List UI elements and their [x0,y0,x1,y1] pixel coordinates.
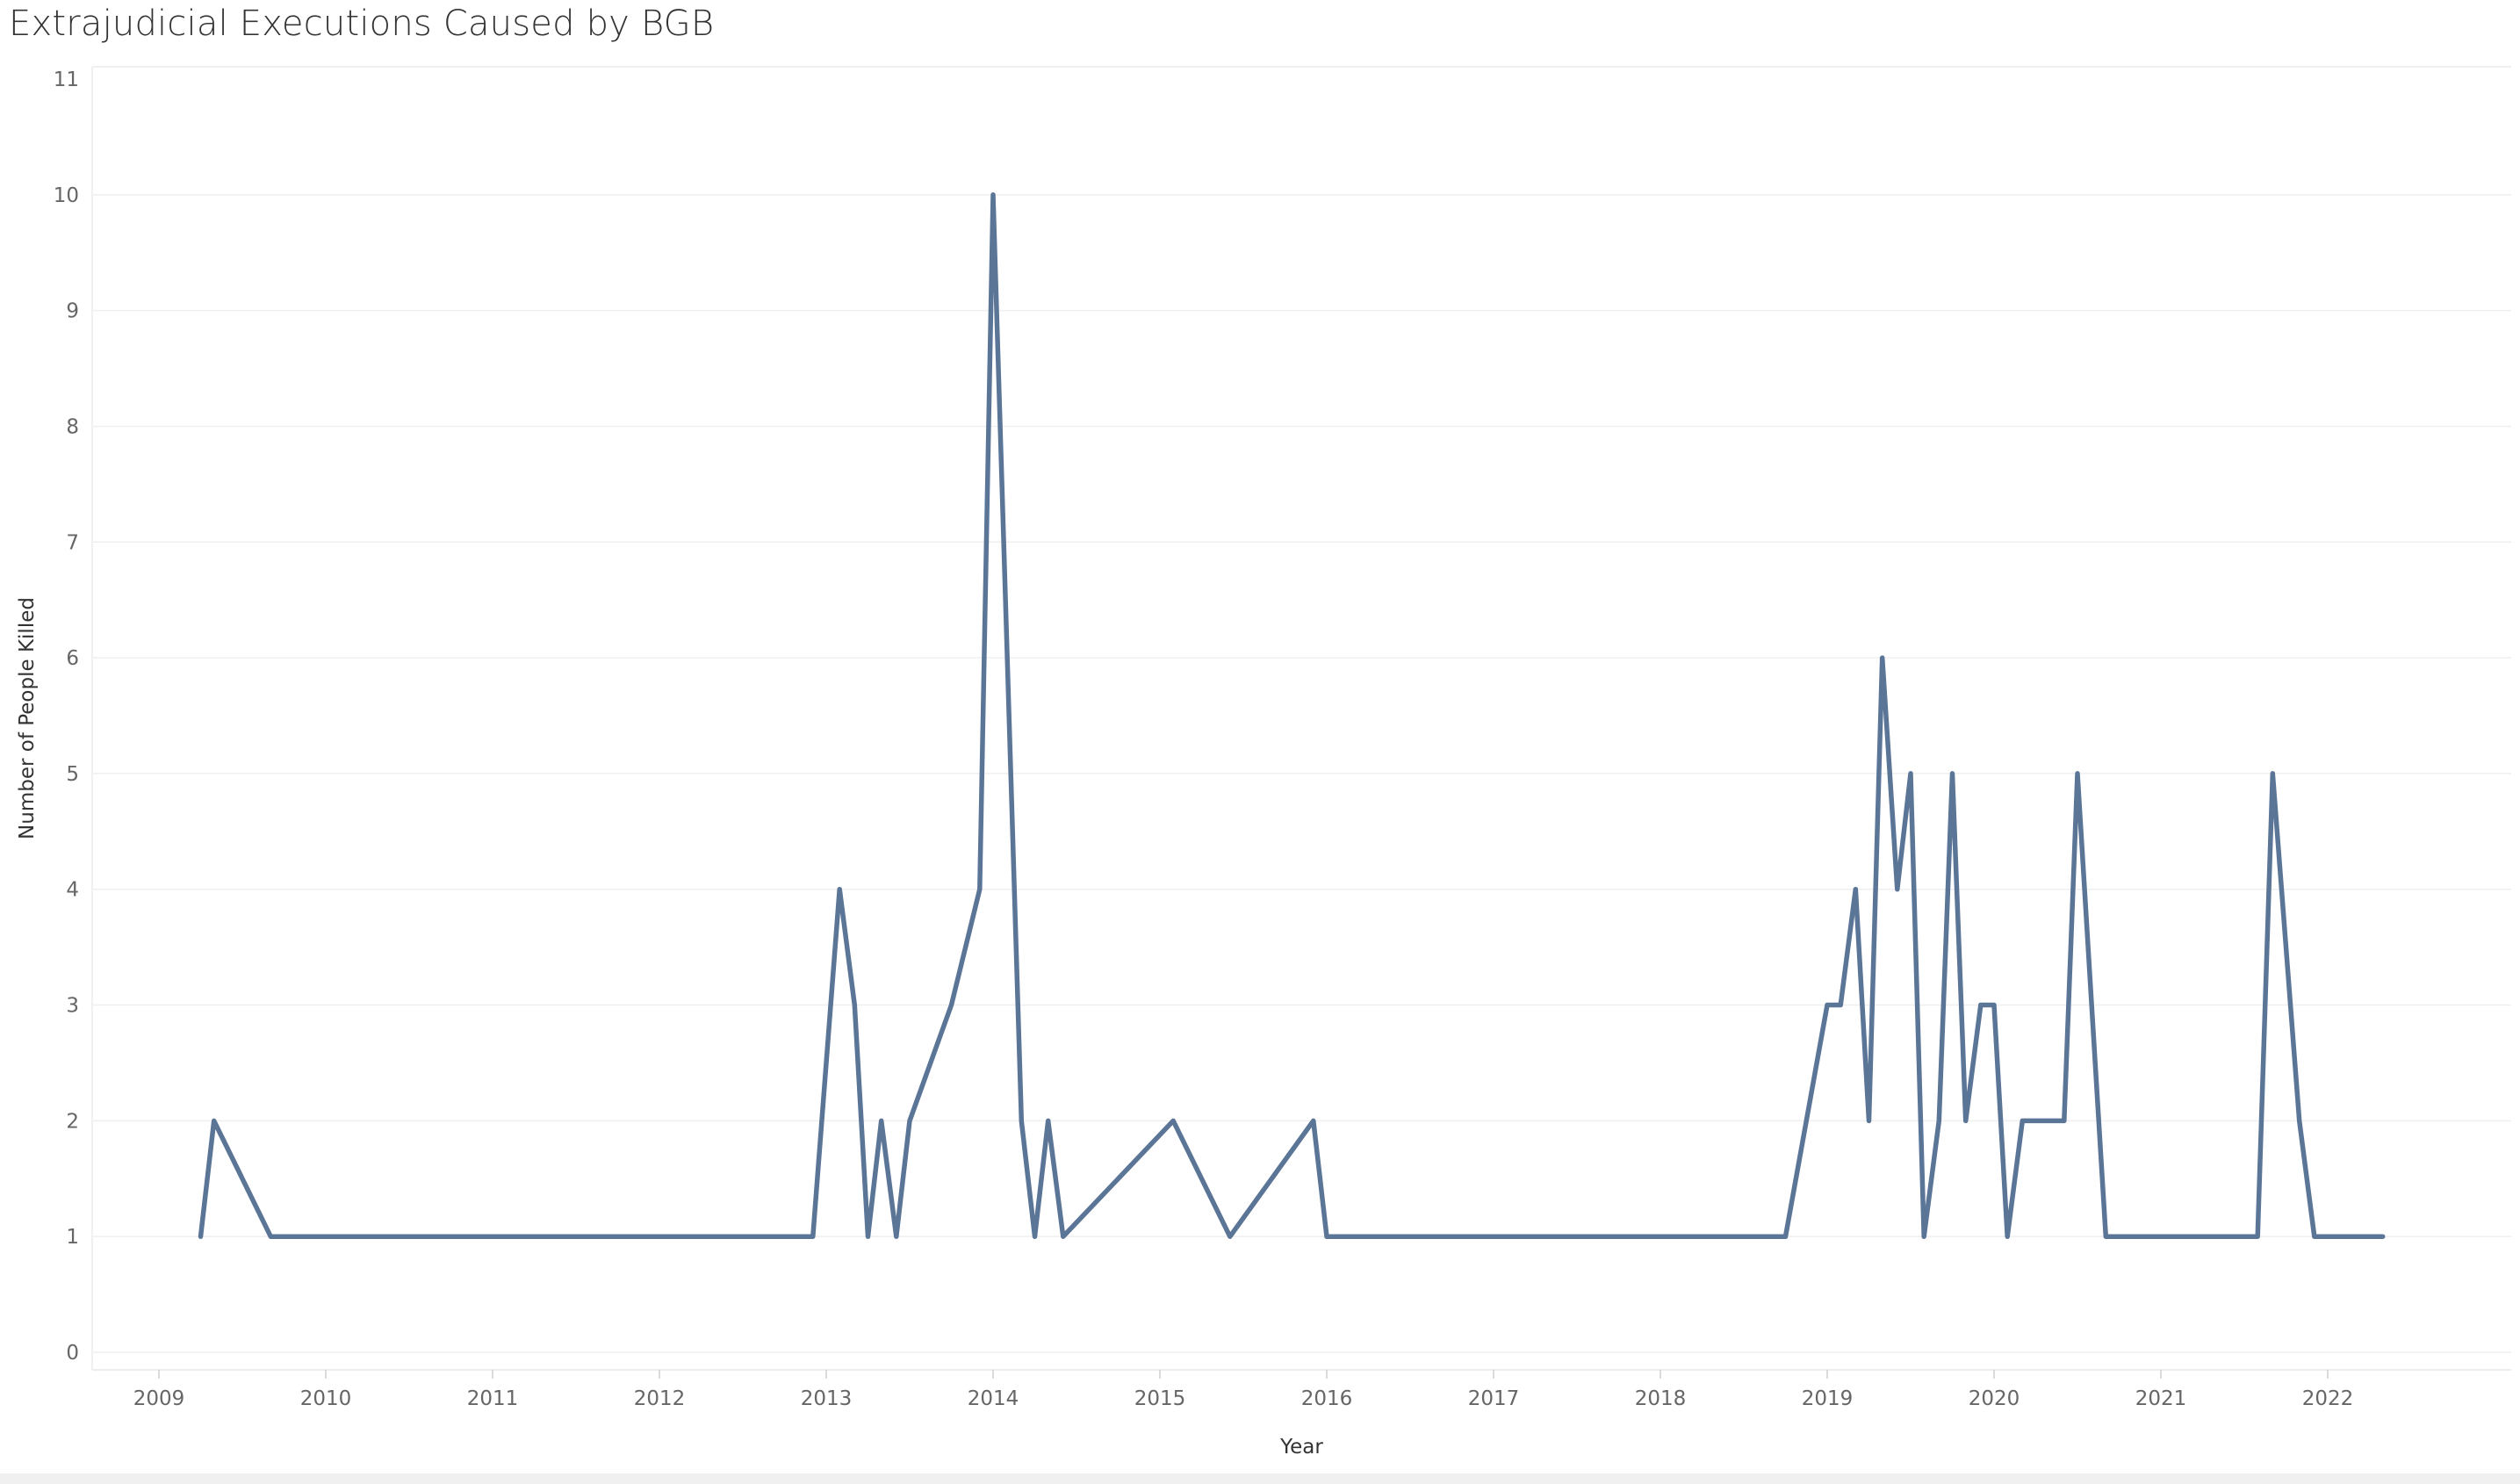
chart-title: Extrajudicial Executions Caused by BGB [9,4,715,44]
x-tick-label: 2020 [1969,1387,2020,1410]
y-tick-label: 7 [66,531,79,554]
x-tick-label: 2018 [1635,1387,1687,1410]
y-axis-title: Number of People Killed [16,597,39,839]
x-tick-label: 2013 [801,1387,853,1410]
x-tick-label: 2017 [1468,1387,1520,1410]
x-tick-label: 2022 [2302,1387,2354,1410]
y-tick-label: 8 [66,415,79,438]
y-tick-label: 11 [54,68,79,91]
x-tick-label: 2014 [968,1387,1019,1410]
y-tick-label: 5 [66,763,79,786]
x-tick-label: 2010 [300,1387,352,1410]
series-layer [198,192,2386,1239]
y-tick-label: 6 [66,647,79,670]
x-axis-title: Year [1279,1436,1323,1459]
y-tick-label: 0 [66,1342,79,1365]
x-tick-label: 2012 [634,1387,686,1410]
bottom-strip [0,1473,2520,1484]
x-tick-label: 2009 [133,1387,185,1410]
y-tick-label: 4 [66,879,79,902]
y-tick-label: 1 [66,1226,79,1249]
x-axis-ticks: 2009 2010 2011 2012 2013 2014 2015 2016 2017 2018… [133,1370,2354,1410]
y-tick-label: 2 [66,1110,79,1133]
x-tick-label: 2015 [1134,1387,1186,1410]
series-line-0 [198,192,2386,1239]
x-tick-label: 2011 [467,1387,519,1410]
x-tick-label: 2021 [2135,1387,2187,1410]
y-tick-label: 9 [66,300,79,323]
y-axis-ticks: 0 1 2 3 4 5 6 7 8 9 10 11 [54,68,79,1365]
x-tick-label: 2019 [1802,1387,1854,1410]
y-tick-label: 10 [54,184,79,207]
x-tick-label: 2016 [1301,1387,1353,1410]
y-tick-label: 3 [66,995,79,1018]
grid-lines [91,66,2511,1371]
